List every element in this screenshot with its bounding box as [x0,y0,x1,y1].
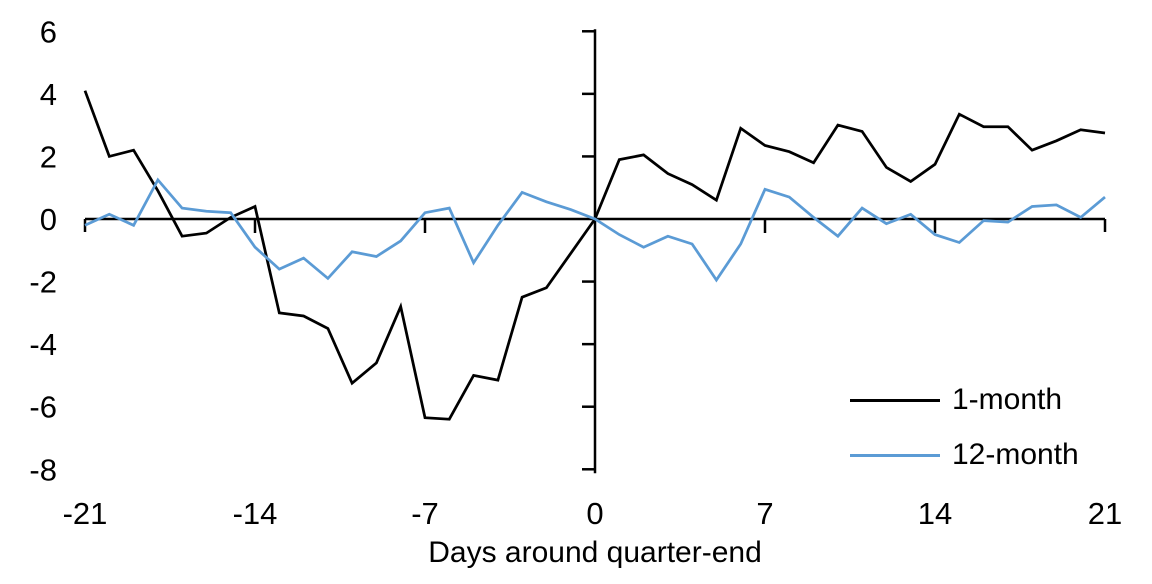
y-tick-label: -4 [29,327,57,362]
series-line-12-month [84,177,1106,283]
legend-line-1-month [850,398,940,402]
x-tick-label: 0 [586,496,603,531]
legend-item-1-month: 1-month [850,382,1079,418]
y-tick-label: -8 [29,452,57,487]
x-tick-label: -7 [411,496,439,531]
legend-label-12-month: 12-month [952,438,1079,471]
legend: 1-month 12-month [850,382,1079,473]
x-tick-label: 7 [756,496,773,531]
x-axis-title: Days around quarter-end [428,536,762,569]
y-tick-label: 6 [40,14,57,49]
y-tick-label: -6 [29,390,57,425]
x-tick-label: -14 [233,496,278,531]
y-tick-label: 4 [40,77,57,112]
legend-item-12-month: 12-month [850,437,1079,473]
y-tick-label: -2 [29,265,57,300]
y-tick-label: 0 [40,202,57,237]
x-tick-label: -21 [63,496,108,531]
legend-line-12-month [850,453,940,457]
legend-label-1-month: 1-month [952,383,1063,416]
y-tick-label: 2 [40,139,57,174]
x-tick-label: 21 [1088,496,1122,531]
x-tick-label: 14 [918,496,952,531]
